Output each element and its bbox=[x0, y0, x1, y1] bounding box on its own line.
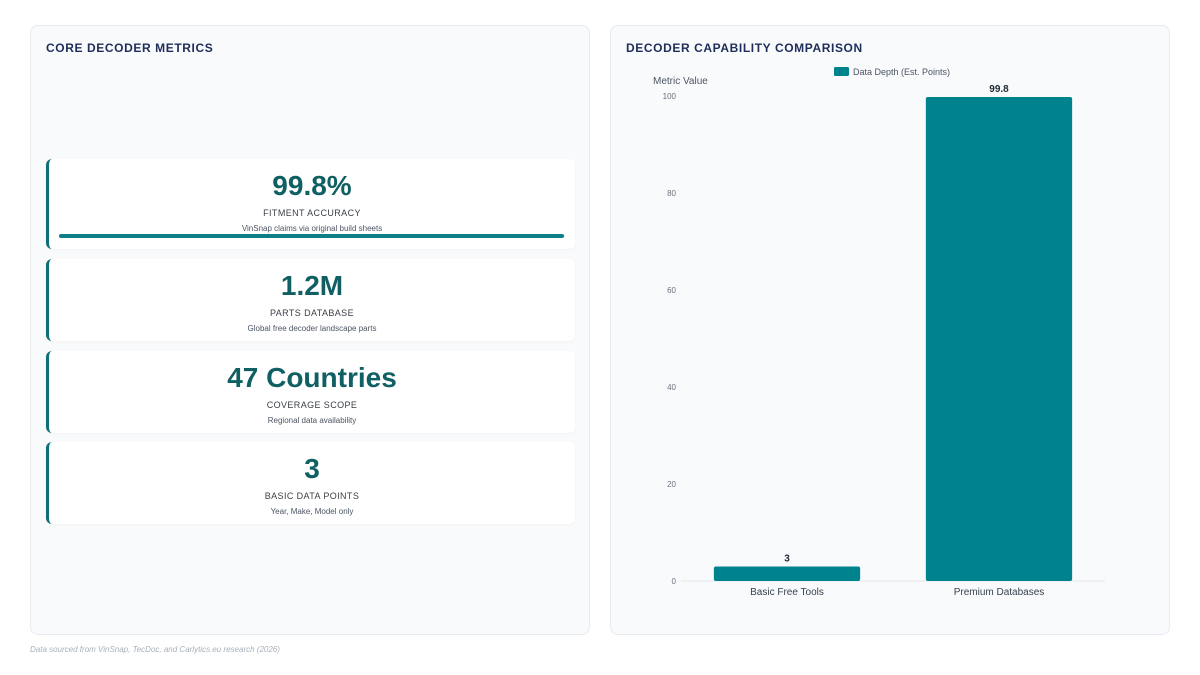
core-metrics-panel: CORE DECODER METRICS 99.8% FITMENT ACCUR… bbox=[30, 25, 590, 635]
capability-comparison-panel: DECODER CAPABILITY COMPARISON Data Depth… bbox=[610, 25, 1170, 635]
metric-value: 99.8% bbox=[272, 170, 352, 201]
data-label: 3 bbox=[784, 553, 790, 564]
metric-value: 3 bbox=[304, 453, 320, 484]
panel-title: CORE DECODER METRICS bbox=[46, 41, 214, 55]
y-axis-label: Metric Value bbox=[653, 76, 708, 87]
panel-title: DECODER CAPABILITY COMPARISON bbox=[626, 41, 863, 55]
metric-label: BASIC DATA POINTS bbox=[264, 491, 360, 501]
metric-label: COVERAGE SCOPE bbox=[266, 400, 358, 410]
metric-card-basic-data-points: 3 BASIC DATA POINTS Year, Make, Model on… bbox=[46, 442, 575, 524]
metric-card-coverage-scope: 47 Countries COVERAGE SCOPE Regional dat… bbox=[46, 351, 575, 433]
x-tick-label: Premium Databases bbox=[954, 587, 1045, 598]
metric-value: 1.2M bbox=[280, 270, 344, 301]
data-label: 99.8 bbox=[989, 84, 1009, 95]
y-tick-label: 40 bbox=[667, 383, 676, 392]
metric-label: FITMENT ACCURACY bbox=[263, 208, 361, 218]
progress-fill bbox=[59, 234, 564, 238]
progress-track bbox=[59, 234, 565, 238]
bar-chart: Data Depth (Est. Points) Metric Value 0 20 4… bbox=[653, 67, 1105, 598]
metric-label: PARTS DATABASE bbox=[270, 308, 354, 318]
x-tick-label: Basic Free Tools bbox=[750, 587, 824, 598]
y-tick-label: 60 bbox=[667, 286, 676, 295]
metric-description: Year, Make, Model only bbox=[270, 507, 354, 516]
bar bbox=[925, 96, 1073, 581]
bar bbox=[713, 566, 861, 581]
y-tick-label: 20 bbox=[667, 480, 676, 489]
metric-value: 47 Countries bbox=[227, 362, 397, 393]
y-tick-label: 100 bbox=[663, 92, 677, 101]
metric-description: Regional data availability bbox=[267, 416, 357, 425]
legend-label: Data Depth (Est. Points) bbox=[853, 67, 950, 77]
metric-description: Global free decoder landscape parts bbox=[247, 324, 377, 333]
legend-swatch bbox=[834, 67, 849, 76]
metric-description: VinSnap claims via original build sheets bbox=[241, 224, 383, 233]
footnote: Data sourced from VinSnap, TecDoc, and C… bbox=[30, 645, 280, 654]
y-tick-label: 80 bbox=[667, 189, 676, 198]
y-tick-label: 0 bbox=[672, 577, 677, 586]
metric-card-parts-database: 1.2M PARTS DATABASE Global free decoder … bbox=[46, 259, 575, 341]
metric-card-fitment-accuracy: 99.8% FITMENT ACCURACY VinSnap claims vi… bbox=[46, 159, 575, 249]
